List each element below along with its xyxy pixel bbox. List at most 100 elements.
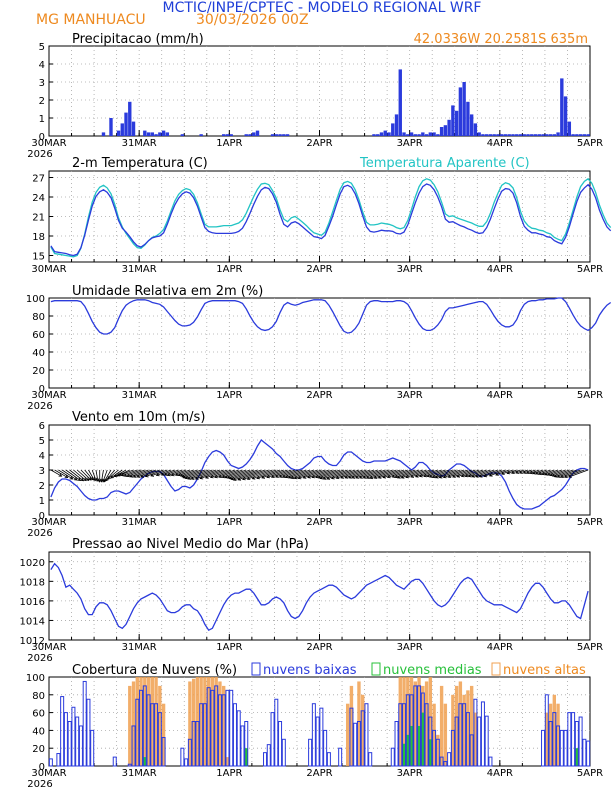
wind-arrowhead — [568, 474, 572, 478]
wind-arrow — [222, 469, 243, 478]
wind-arrow — [452, 469, 472, 478]
low-cloud-bar — [112, 756, 117, 767]
wind-arrow — [415, 469, 435, 478]
wind-arrow — [331, 469, 356, 479]
wind-arrow — [167, 469, 183, 476]
wind-arrowhead — [563, 474, 568, 478]
wind-arrowhead — [471, 474, 476, 478]
x-tick-label: 31MAR — [122, 264, 157, 275]
apparent-temperature-line — [50, 177, 612, 258]
wind-arrowhead — [80, 477, 84, 482]
low-cloud-bar — [574, 721, 579, 767]
mid-cloud-bar — [406, 734, 410, 766]
low-cloud-bar — [465, 712, 470, 767]
temperature-panel: 2-m Temperatura (C) Temperatura Aparente… — [31, 156, 612, 275]
wind-arrow — [210, 469, 232, 478]
wind-arrow — [50, 469, 62, 477]
x-tick-label: 2APR — [306, 264, 332, 275]
wind-arrow — [479, 469, 499, 478]
wind-arrowhead — [467, 474, 472, 478]
low-cloud-bar — [274, 698, 279, 767]
low-cloud-bar — [278, 721, 283, 767]
wind-arrowhead — [377, 475, 382, 479]
precipitation-bar — [439, 127, 444, 136]
wind-arrowhead — [287, 475, 292, 479]
wind-arrow — [456, 469, 476, 478]
high-cloud-bar — [548, 703, 553, 766]
low-cloud-bar — [544, 694, 549, 767]
precipitation-bar — [522, 134, 526, 136]
wind-arrow — [252, 469, 277, 480]
wind-arrow — [279, 469, 299, 478]
wind-arrowhead — [322, 476, 327, 480]
wind-arrowhead — [434, 475, 439, 479]
wind-arrowhead — [335, 475, 340, 480]
y-tick-label: 0 — [39, 762, 45, 773]
wind-arrow — [233, 469, 262, 481]
y-tick-label: 4 — [39, 60, 45, 71]
low-cloud-legend-swatch — [251, 662, 261, 676]
wind-arrowhead — [278, 474, 283, 478]
wind-arrow — [156, 469, 172, 476]
mid-cloud-bar — [143, 757, 147, 766]
x-tick-label: 4APR — [487, 517, 513, 528]
low-cloud-bar — [210, 689, 215, 767]
precipitation-bar — [458, 87, 463, 136]
wind-arrow — [91, 469, 97, 481]
precipitation-bar — [252, 132, 256, 136]
x-tick-label: 2APR — [306, 390, 332, 401]
precipitation-bar — [158, 132, 162, 136]
forecast-title: MCTIC/INPE/CPTEC - MODELO REGIONAL WRF — [163, 0, 482, 16]
wind-arrow — [114, 469, 127, 477]
wind-arrowhead — [495, 472, 499, 476]
wind-arrowhead — [160, 472, 165, 476]
low-cloud-bar — [131, 725, 136, 767]
low-cloud-bar — [180, 747, 185, 767]
wind-arrow — [427, 469, 446, 477]
wind-arrow — [200, 469, 224, 479]
wind-arrow — [564, 469, 585, 478]
wind-arrowhead — [442, 474, 447, 479]
wind-arrowhead — [297, 475, 302, 480]
wind-arrowhead — [209, 474, 214, 479]
wind-arrowhead — [118, 472, 123, 476]
high-cloud-bar — [150, 677, 155, 766]
wind-arrowhead — [344, 475, 349, 479]
wind-arrowhead — [105, 477, 109, 482]
wind-arrowhead — [132, 474, 137, 478]
y-tick-label: 15 — [32, 252, 45, 263]
cloud-cover-panel: Cobertura de Nuvens (%) nuvens baixas nu… — [26, 662, 603, 790]
precipitation-bar — [473, 123, 478, 136]
wind-arrowhead — [242, 476, 246, 481]
precipitation-bar — [131, 121, 136, 136]
low-cloud-bar — [556, 725, 561, 767]
x-tick-label: 31MAR — [122, 390, 157, 401]
low-cloud-bar — [488, 756, 493, 767]
low-cloud-bar — [484, 715, 489, 767]
y-tick-label: 40 — [32, 348, 45, 359]
precipitation-bar — [563, 96, 568, 136]
precipitation-bar — [394, 114, 399, 136]
low-cloud-bar — [184, 758, 189, 767]
precipitation-bar — [541, 134, 545, 136]
x-tick-label: 30MAR — [31, 390, 66, 401]
wind-arrowhead — [266, 474, 271, 479]
low-cloud-bar — [195, 721, 200, 767]
precipitation-bar — [161, 130, 166, 136]
wind-arrow — [435, 469, 457, 479]
precipitation-bar — [466, 101, 470, 136]
wind-arrowhead — [547, 472, 552, 476]
y-tick-label: 2 — [39, 481, 45, 492]
x-tick-label: 1APR — [216, 642, 242, 653]
wind-arrowhead — [326, 476, 331, 480]
low-cloud-bar — [202, 703, 207, 767]
precipitation-bar — [575, 134, 579, 136]
y-tick-label: 21 — [32, 213, 45, 224]
wind-arrowhead — [400, 475, 405, 479]
low-cloud-legend: nuvens baixas — [263, 663, 357, 678]
y-tick-label: 5 — [39, 436, 45, 447]
high-cloud-bar — [545, 712, 549, 766]
x-tick-label: 2APR — [306, 768, 332, 779]
wind-arrow — [282, 469, 303, 478]
precipitation-bar — [548, 134, 553, 136]
